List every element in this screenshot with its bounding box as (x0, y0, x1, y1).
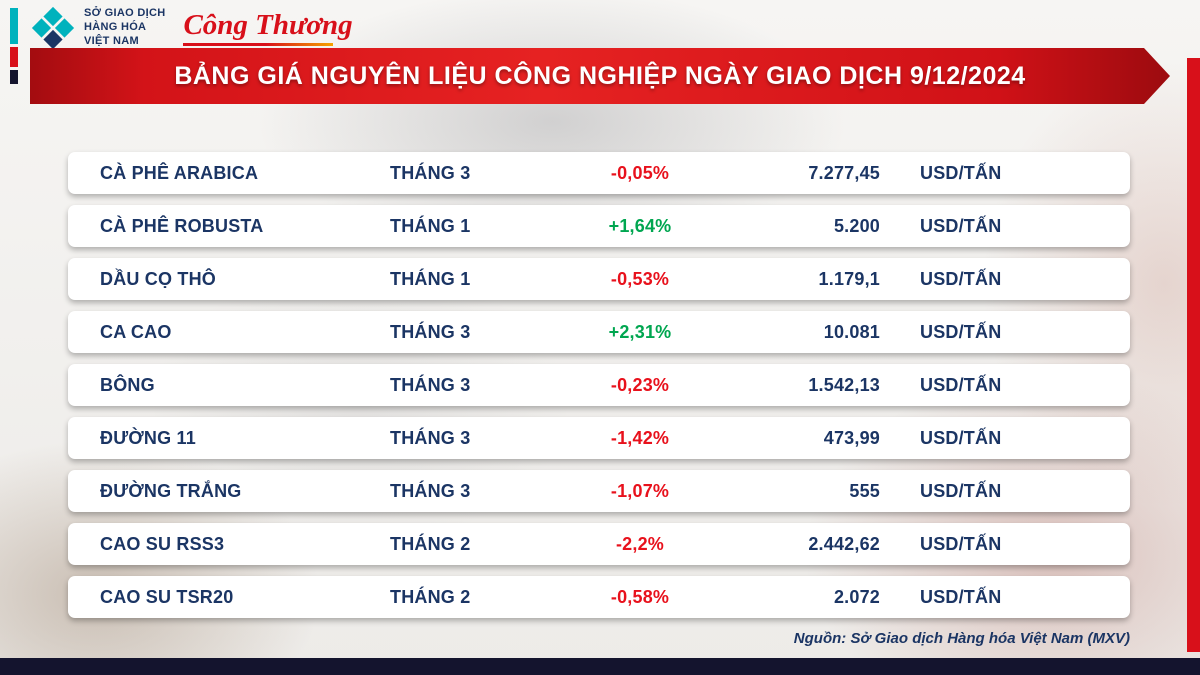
price-value: 473,99 (823, 427, 880, 448)
congthuong-tagline-bar (183, 42, 334, 46)
commodity-name: CAO SU TSR20 (100, 586, 234, 607)
price-unit: USD/TẤN (920, 321, 1002, 342)
change-percent: -1,07% (610, 480, 670, 501)
title-banner: BẢNG GIÁ NGUYÊN LIỆU CÔNG NGHIỆP NGÀY GI… (30, 48, 1170, 104)
contract-month: THÁNG 2 (390, 533, 471, 554)
congthuong-logo: Công Thương (183, 8, 353, 46)
table-row: CÀ PHÊ ARABICA THÁNG 3 -0,05% 7.277,45 U… (68, 152, 1130, 194)
change-percent: -0,05% (610, 162, 670, 183)
contract-month: THÁNG 3 (390, 374, 471, 395)
table-row: ĐƯỜNG TRẮNG THÁNG 3 -1,07% 555 USD/TẤN (68, 470, 1130, 512)
mxv-diamond-icon (31, 6, 75, 50)
contract-month: THÁNG 1 (390, 215, 471, 236)
corner-accent-bars (10, 8, 18, 84)
commodity-name: DẦU CỌ THÔ (100, 268, 216, 289)
table-row: CAO SU TSR20 THÁNG 2 -0,58% 2.072 USD/TẤ… (68, 576, 1130, 618)
price-value: 1.179,1 (818, 268, 880, 289)
table-row: DẦU CỌ THÔ THÁNG 1 -0,53% 1.179,1 USD/TẤ… (68, 258, 1130, 300)
price-unit: USD/TẤN (920, 586, 1002, 607)
source-note: Nguồn: Sở Giao dịch Hàng hóa Việt Nam (M… (793, 630, 1130, 647)
contract-month: THÁNG 1 (390, 268, 471, 289)
mxv-logo-line2: HÀNG HÓA (84, 21, 147, 34)
price-table: CÀ PHÊ ARABICA THÁNG 3 -0,05% 7.277,45 U… (68, 152, 1130, 629)
accent-bar-cyan (10, 8, 18, 44)
bottom-edge-bar (0, 658, 1200, 675)
logo-area: SỞ GIAO DỊCH HÀNG HÓA VIỆT NAM Công Thươ… (30, 6, 353, 50)
accent-bar-dark (10, 70, 18, 84)
right-edge-bar (1187, 58, 1200, 652)
change-percent: +1,64% (608, 215, 672, 236)
price-unit: USD/TẤN (920, 480, 1002, 501)
commodity-name: CÀ PHÊ ARABICA (100, 162, 259, 183)
change-percent: -2,2% (615, 533, 665, 554)
contract-month: THÁNG 3 (390, 321, 471, 342)
price-unit: USD/TẤN (920, 533, 1002, 554)
change-percent: -0,58% (610, 586, 670, 607)
price-unit: USD/TẤN (920, 215, 1002, 236)
price-unit: USD/TẤN (920, 162, 1002, 183)
price-value: 555 (849, 480, 880, 501)
commodity-name: ĐƯỜNG 11 (100, 427, 196, 448)
mxv-logo-line1: SỞ GIAO DỊCH (84, 7, 166, 20)
commodity-name: CÀ PHÊ ROBUSTA (100, 215, 264, 236)
congthuong-wordmark: Công Thương (183, 8, 353, 41)
price-unit: USD/TẤN (920, 268, 1002, 289)
table-row: CÀ PHÊ ROBUSTA THÁNG 1 +1,64% 5.200 USD/… (68, 205, 1130, 247)
price-unit: USD/TẤN (920, 427, 1002, 448)
change-percent: -1,42% (610, 427, 670, 448)
table-row: CAO SU RSS3 THÁNG 2 -2,2% 2.442,62 USD/T… (68, 523, 1130, 565)
contract-month: THÁNG 3 (390, 480, 471, 501)
mxv-logo-text: SỞ GIAO DỊCH HÀNG HÓA VIỆT NAM (84, 7, 165, 48)
commodity-name: ĐƯỜNG TRẮNG (100, 480, 242, 501)
contract-month: THÁNG 2 (390, 586, 471, 607)
price-value: 10.081 (823, 321, 880, 342)
commodity-name: CA CAO (100, 321, 172, 342)
price-value: 1.542,13 (808, 374, 880, 395)
mxv-logo-line3: VIỆT NAM (84, 34, 139, 47)
change-percent: +2,31% (608, 321, 672, 342)
change-percent: -0,23% (610, 374, 670, 395)
price-value: 2.442,62 (808, 533, 880, 554)
price-value: 5.200 (833, 215, 880, 236)
contract-month: THÁNG 3 (390, 427, 471, 448)
price-value: 7.277,45 (808, 162, 880, 183)
change-percent: -0,53% (610, 268, 670, 289)
price-unit: USD/TẤN (920, 374, 1002, 395)
page-title: BẢNG GIÁ NGUYÊN LIỆU CÔNG NGHIỆP NGÀY GI… (174, 61, 1026, 90)
contract-month: THÁNG 3 (390, 162, 471, 183)
accent-bar-red (10, 47, 18, 67)
commodity-name: CAO SU RSS3 (100, 533, 225, 554)
table-row: ĐƯỜNG 11 THÁNG 3 -1,42% 473,99 USD/TẤN (68, 417, 1130, 459)
table-row: BÔNG THÁNG 3 -0,23% 1.542,13 USD/TẤN (68, 364, 1130, 406)
table-row: CA CAO THÁNG 3 +2,31% 10.081 USD/TẤN (68, 311, 1130, 353)
mxv-logo: SỞ GIAO DỊCH HÀNG HÓA VIỆT NAM (30, 5, 165, 51)
price-value: 2.072 (833, 586, 880, 607)
commodity-name: BÔNG (100, 374, 155, 395)
